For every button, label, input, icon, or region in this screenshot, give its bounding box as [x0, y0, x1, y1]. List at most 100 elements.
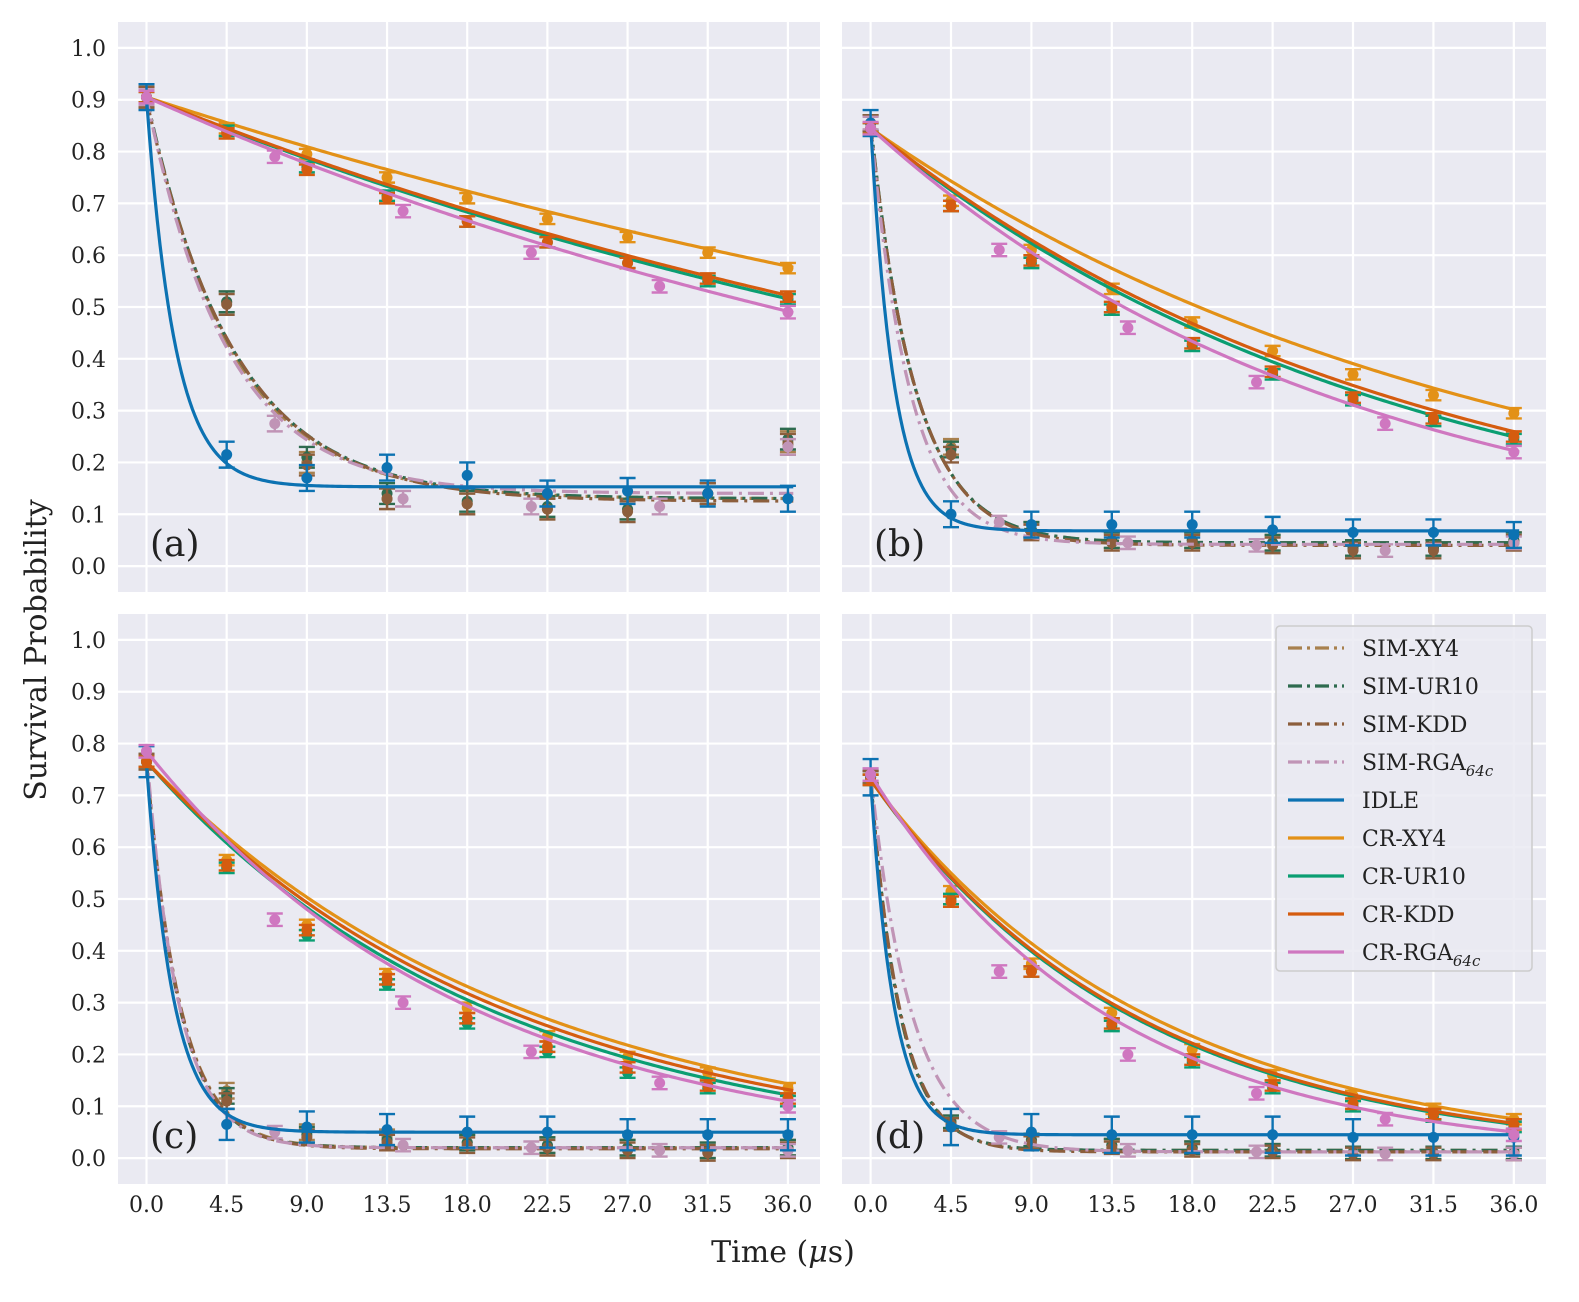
series-idle	[862, 108, 1522, 550]
data-point	[1264, 1115, 1281, 1155]
y-tick-label: 1.0	[71, 629, 106, 654]
data-point	[699, 479, 716, 508]
data-point	[379, 1112, 396, 1147]
fit-curve	[869, 778, 1520, 1122]
data-point	[991, 964, 1008, 979]
legend-box	[1275, 625, 1533, 972]
series-idle	[138, 744, 796, 1152]
data-point	[699, 1118, 716, 1152]
data-point	[942, 199, 959, 213]
legend-label: CR-KDD	[1362, 903, 1455, 928]
y-tick-label: 0.4	[71, 348, 106, 373]
data-point	[1023, 253, 1040, 267]
x-tick-label: 4.5	[933, 1193, 968, 1218]
data-point	[1345, 367, 1362, 381]
data-point	[1023, 1112, 1040, 1152]
y-tick-label: 0.8	[71, 141, 106, 166]
legend-entry-sim-kdd: SIM-KDD	[1288, 713, 1467, 738]
x-tick-label: 31.5	[683, 1193, 732, 1218]
legend-label: CR-UR10	[1362, 865, 1466, 890]
data-point	[459, 191, 476, 205]
data-point	[699, 272, 716, 285]
y-tick-label: 0.0	[71, 1147, 106, 1172]
x-tick-label: 0.0	[853, 1193, 888, 1218]
data-point	[298, 923, 315, 937]
y-tick-label: 0.8	[71, 733, 106, 758]
data-point	[779, 484, 796, 513]
data-point	[138, 743, 155, 759]
data-point	[395, 1137, 412, 1153]
legend-label: SIM-RGA64c	[1362, 751, 1494, 780]
data-point	[539, 1115, 556, 1149]
data-point	[298, 1110, 315, 1144]
data-point	[1345, 1118, 1362, 1157]
fit-curve	[869, 773, 1520, 1135]
data-point	[1103, 510, 1120, 539]
data-point	[1425, 518, 1442, 547]
data-point	[298, 463, 315, 493]
x-tick-label: 13.5	[1087, 1193, 1136, 1218]
data-point	[1264, 515, 1281, 544]
fit-curve	[145, 95, 794, 299]
x-tick-label: 22.5	[1248, 1193, 1297, 1218]
y-tick-label: 0.7	[71, 192, 106, 217]
data-point	[779, 1098, 796, 1114]
data-point	[651, 1075, 668, 1091]
data-point	[862, 120, 879, 136]
series-cr-rga	[862, 120, 1522, 460]
y-tick-label: 0.5	[71, 296, 106, 321]
data-point	[779, 304, 796, 320]
panel-label: (d)	[874, 1116, 925, 1157]
data-point	[1377, 543, 1394, 558]
data-point	[942, 500, 959, 529]
data-point	[539, 212, 556, 226]
x-tick-label: 9.0	[1014, 1193, 1049, 1218]
data-point	[1505, 1127, 1522, 1143]
data-point	[218, 440, 235, 469]
x-tick-label: 36.0	[1489, 1193, 1538, 1218]
data-point	[942, 895, 959, 908]
data-point	[779, 437, 796, 456]
data-point	[1377, 1146, 1394, 1162]
fit-curve	[145, 760, 794, 1093]
legend-entry-idle: IDLE	[1288, 789, 1419, 814]
legend-label: CR-XY4	[1362, 827, 1446, 852]
fit-curve	[869, 126, 1520, 413]
fit-curve	[145, 760, 794, 1087]
legend-entry-sim-ur10: SIM-UR10	[1288, 675, 1479, 700]
data-point	[1505, 430, 1522, 443]
data-point	[651, 278, 668, 294]
data-point	[523, 1140, 540, 1156]
x-tick-label: 22.5	[523, 1193, 572, 1218]
x-tick-label: 36.0	[763, 1193, 812, 1218]
series-cr-rga	[138, 89, 796, 320]
data-point	[266, 912, 283, 928]
y-tick-label: 0.5	[71, 888, 106, 913]
legend-entry-cr-rga: CR-RGA64c	[1288, 941, 1481, 970]
data-point	[395, 489, 412, 508]
data-point	[1248, 374, 1265, 390]
x-tick-label: 13.5	[363, 1193, 412, 1218]
fit-curve	[869, 778, 1520, 1126]
data-point	[779, 261, 796, 275]
data-point	[1103, 300, 1120, 314]
y-tick-label: 0.1	[71, 503, 106, 528]
y-tick-label: 0.9	[71, 89, 106, 114]
panel-label: (c)	[150, 1116, 198, 1157]
x-tick-label: 27.0	[603, 1193, 652, 1218]
panel-b: (b)	[842, 22, 1546, 592]
fit-curve	[145, 750, 794, 1104]
data-point	[1377, 1111, 1394, 1127]
data-point	[539, 479, 556, 508]
fit-curve	[869, 126, 1520, 440]
x-tick-label: 0.0	[129, 1193, 164, 1218]
y-axis-label: Survival Probability	[19, 499, 54, 800]
data-point	[1248, 1144, 1265, 1160]
x-tick-label: 18.0	[443, 1193, 492, 1218]
data-point	[779, 1118, 796, 1152]
data-point	[1119, 1142, 1136, 1158]
data-point	[459, 1115, 476, 1149]
data-point	[862, 767, 879, 783]
legend-entry-sim-rga: SIM-RGA64c	[1288, 751, 1494, 780]
y-tick-label: 0.6	[71, 244, 106, 269]
